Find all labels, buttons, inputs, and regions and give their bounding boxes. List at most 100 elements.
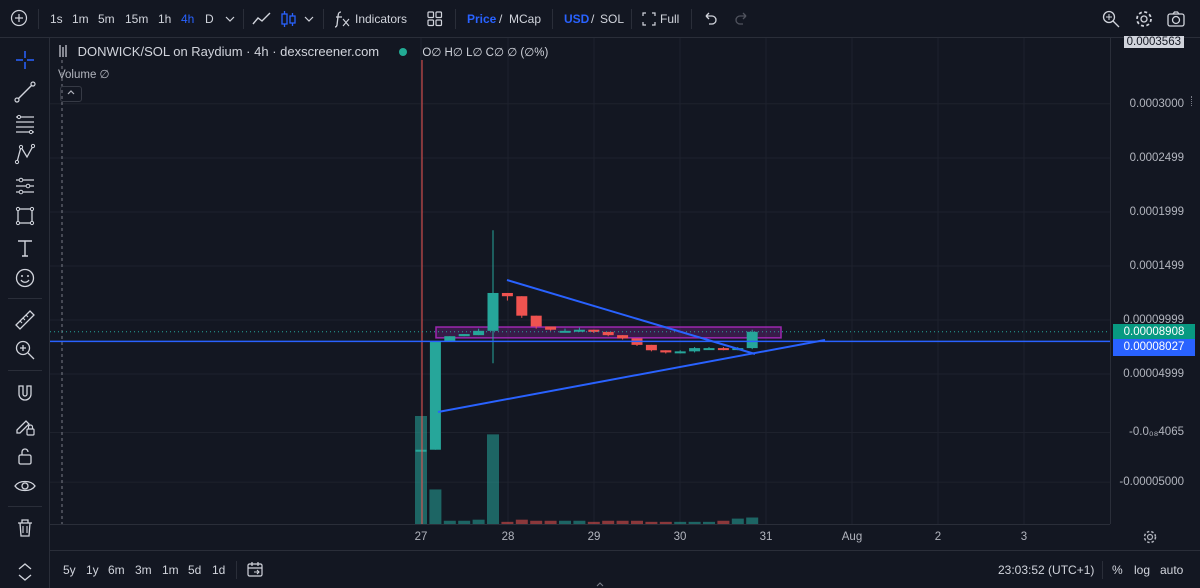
- fullscreen-icon[interactable]: [641, 9, 657, 29]
- drawings[interactable]: [50, 60, 1110, 524]
- text-tool-icon[interactable]: [13, 236, 37, 260]
- pattern-icon[interactable]: [13, 142, 37, 166]
- candle-body: [703, 348, 715, 351]
- price-tick-label: 0.00009999: [1123, 314, 1184, 326]
- volume-bar: [746, 517, 759, 524]
- auto-scale-toggle[interactable]: auto: [1160, 563, 1184, 577]
- lock-icon[interactable]: [13, 444, 37, 468]
- candle-body: [660, 350, 672, 353]
- time-axis[interactable]: 27 28 29 30 31 Aug 2 3: [50, 524, 1157, 550]
- log-scale-toggle[interactable]: log: [1134, 563, 1151, 577]
- lower-trendline[interactable]: [437, 339, 826, 413]
- timezone-clock[interactable]: 23:03:52 (UTC+1): [998, 563, 1095, 577]
- time-tick-label: 3: [1020, 531, 1028, 543]
- price-tick-label: 0.0002499: [1129, 151, 1184, 164]
- zoom-in-icon[interactable]: [13, 338, 37, 362]
- time-tick-label: 27: [414, 531, 428, 543]
- fib-retracement-icon[interactable]: [13, 112, 37, 136]
- fullscreen-button[interactable]: Full: [660, 12, 680, 26]
- volume-bar: [429, 489, 442, 524]
- candle-body: [602, 331, 614, 336]
- market-status-dot: [398, 48, 407, 56]
- interval-4h[interactable]: 4h: [181, 12, 195, 26]
- interval-1s[interactable]: 1s: [50, 12, 63, 26]
- price-axis[interactable]: 0.0003563 0.0003000 0.0002499 0.0001999 0.00…: [1110, 36, 1200, 524]
- range-1y[interactable]: 1y: [86, 563, 99, 577]
- volume-bar: [458, 520, 471, 524]
- volume-bar: [602, 520, 615, 524]
- range-5d[interactable]: 5d: [188, 563, 202, 577]
- magnet-icon[interactable]: [13, 382, 37, 406]
- add-symbol-icon[interactable]: [10, 9, 28, 29]
- chart-type-chevron-icon[interactable]: [303, 9, 315, 29]
- camera-icon[interactable]: [1166, 9, 1186, 29]
- goto-date-calendar-icon[interactable]: [246, 560, 264, 583]
- eye-icon[interactable]: [13, 474, 37, 498]
- volume-bar: [501, 521, 514, 524]
- last-price-badge: 0.00008908: [1113, 323, 1195, 341]
- range-1m[interactable]: 1m: [162, 563, 179, 577]
- price-tick-label: -0.0₀₈4065: [1129, 426, 1184, 439]
- interval-15m[interactable]: 15m: [125, 12, 149, 26]
- trash-icon[interactable]: [13, 516, 37, 540]
- trend-line-icon[interactable]: [13, 80, 37, 104]
- quick-search-icon[interactable]: [1101, 9, 1121, 29]
- volume-bar: [530, 520, 543, 524]
- candle-body: [516, 296, 528, 316]
- rectangle-icon[interactable]: [13, 204, 37, 228]
- undo-icon[interactable]: [701, 9, 719, 29]
- percent-scale-toggle[interactable]: %: [1112, 563, 1123, 577]
- symbol-title[interactable]: DONWICK/SOL on Raydium · 4h · dexscreene…: [77, 44, 380, 59]
- range-3m[interactable]: 3m: [135, 563, 152, 577]
- sol-toggle[interactable]: SOL: [600, 12, 625, 26]
- time-tick-label: 29: [587, 531, 601, 543]
- interval-1m[interactable]: 1m: [72, 12, 89, 26]
- interval-d[interactable]: D: [205, 12, 214, 26]
- crosshair-icon[interactable]: [13, 48, 37, 72]
- time-tick-label: 30: [673, 531, 687, 543]
- range-6m[interactable]: 6m: [108, 563, 125, 577]
- candle-body: [473, 330, 485, 336]
- layout-grid-icon[interactable]: [426, 9, 444, 29]
- collapse-legend-chevron-icon[interactable]: [60, 86, 82, 102]
- mcap-toggle[interactable]: MCap: [509, 12, 542, 26]
- volume-bar: [731, 518, 744, 524]
- volume-bar: [688, 521, 701, 524]
- line-chart-icon[interactable]: [252, 9, 272, 29]
- volume-bar: [443, 520, 456, 524]
- fx-icon[interactable]: [333, 9, 351, 29]
- ruler-icon[interactable]: [13, 308, 37, 332]
- hide-toolbar-chevron-icon[interactable]: [13, 560, 37, 584]
- axis-scroll-hint: [1191, 96, 1197, 106]
- candles-chart-icon[interactable]: [280, 9, 298, 29]
- volume-legend: Volume ∅: [58, 69, 110, 81]
- drawing-toolbar: [0, 38, 50, 588]
- interval-1h[interactable]: 1h: [158, 12, 172, 26]
- expand-panel-chevron-icon[interactable]: [595, 575, 605, 588]
- volume-bar: [573, 520, 586, 524]
- price-tick-label: 0.0001999: [1129, 206, 1184, 218]
- upper-trendline[interactable]: [506, 279, 756, 355]
- candle-body: [429, 341, 441, 450]
- candle-body: [617, 335, 629, 339]
- range-1d[interactable]: 1d: [212, 563, 226, 577]
- volume-bar: [515, 519, 528, 524]
- interval-5m[interactable]: 5m: [98, 12, 115, 26]
- volume-bar: [415, 416, 427, 524]
- price-chart[interactable]: [50, 38, 1110, 524]
- redo-icon[interactable]: [733, 9, 751, 29]
- interval-dropdown-chevron-icon[interactable]: [224, 9, 236, 29]
- range-5y[interactable]: 5y: [63, 563, 76, 577]
- candle-body: [573, 329, 585, 332]
- indicators-button[interactable]: Indicators: [355, 12, 408, 26]
- usd-toggle[interactable]: USD: [564, 12, 590, 26]
- candle-body: [674, 351, 686, 354]
- time-tick-label: 31: [759, 531, 773, 543]
- candle-body: [487, 292, 499, 331]
- gear-icon[interactable]: [1134, 9, 1154, 29]
- price-toggle[interactable]: Price: [467, 12, 497, 26]
- axis-settings-gear-icon[interactable]: [1142, 529, 1158, 550]
- pencil-lock-icon[interactable]: [13, 414, 37, 438]
- prediction-tools-icon[interactable]: [13, 174, 37, 198]
- emoji-icon[interactable]: [13, 266, 37, 290]
